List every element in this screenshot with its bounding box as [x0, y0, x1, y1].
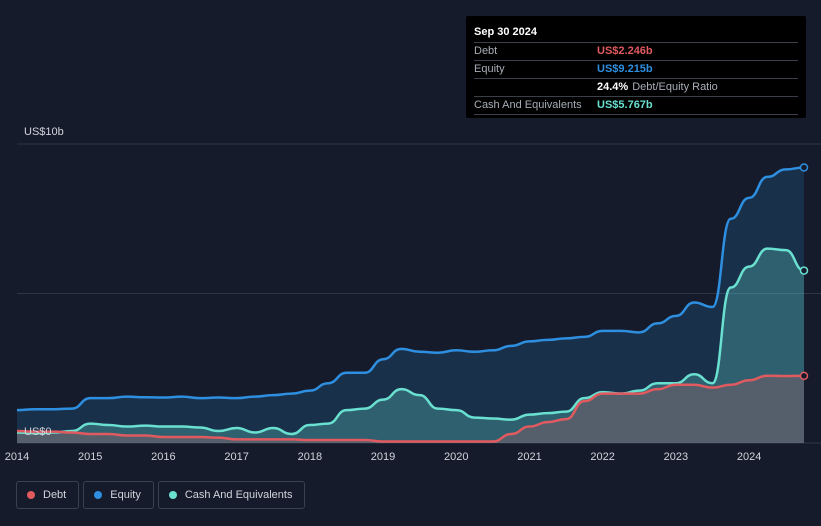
x-tick-label: 2019 — [371, 451, 395, 463]
x-tick-label: 2018 — [298, 451, 322, 463]
series-areas — [17, 167, 804, 443]
tooltip-ratio-value: 24.4% — [597, 81, 629, 93]
tooltip-value: US$5.767b — [597, 99, 653, 111]
chart-legend: Debt Equity Cash And Equivalents — [16, 481, 306, 511]
tooltip-row-debt: Debt US$2.246b — [474, 43, 798, 61]
legend-label: Debt — [43, 489, 67, 501]
area-equity — [17, 167, 804, 443]
x-tick-label: 2015 — [78, 451, 102, 463]
legend-item-equity[interactable]: Equity — [83, 481, 154, 509]
x-tick-label: 2017 — [224, 451, 248, 463]
grid-lines — [17, 143, 821, 444]
x-tick-label: 2020 — [444, 451, 468, 463]
x-tick-label: 2014 — [5, 451, 29, 463]
tooltip-row-equity: Equity US$9.215b — [474, 61, 798, 79]
end-marker-equity — [799, 163, 809, 172]
line-equity — [16, 166, 805, 412]
tooltip-date: Sep 30 2024 — [474, 22, 798, 43]
tooltip-value: US$2.246b — [597, 45, 653, 57]
y-axis-bottom-label: US$0 — [24, 426, 52, 438]
tooltip-row-cash: Cash And Equivalents US$5.767b — [474, 97, 798, 115]
x-tick-label: 2024 — [737, 451, 761, 463]
legend-item-cash[interactable]: Cash And Equivalents — [157, 481, 306, 509]
end-marker-cash-and-equivalents — [799, 266, 809, 275]
legend-dot-icon — [94, 491, 103, 499]
tooltip-label: Debt — [474, 45, 498, 57]
y-axis-top-label: US$10b — [24, 126, 64, 138]
tooltip-row-ratio: 24.4% Debt/Equity Ratio — [474, 79, 798, 97]
line-cash-and-equivalents — [16, 247, 805, 436]
legend-label: Equity — [110, 489, 141, 501]
tooltip-label: Cash And Equivalents — [474, 99, 582, 111]
legend-dot-icon — [168, 491, 177, 499]
tooltip-label: Equity — [474, 63, 505, 75]
x-tick-label: 2023 — [664, 451, 688, 463]
data-tooltip: Sep 30 2024 Debt US$2.246b Equity US$9.2… — [466, 16, 806, 118]
x-tick-label: 2016 — [151, 451, 175, 463]
end-marker-debt — [799, 371, 809, 381]
area-debt — [17, 375, 804, 443]
series-lines — [16, 166, 805, 443]
tooltip-ratio-label: Debt/Equity Ratio — [632, 81, 718, 93]
end-markers — [799, 163, 809, 381]
x-tick-label: 2022 — [590, 451, 614, 463]
x-tick-label: 2021 — [517, 451, 541, 463]
legend-label: Cash And Equivalents — [184, 489, 293, 501]
x-axis-ticks: 2014 2015 2016 2017 2018 2019 2020 2021 2022 2023… — [5, 451, 762, 463]
line-debt — [16, 374, 805, 443]
legend-item-debt[interactable]: Debt — [16, 481, 80, 509]
legend-dot-icon — [27, 491, 35, 499]
tooltip-value: US$9.215b — [597, 63, 653, 75]
